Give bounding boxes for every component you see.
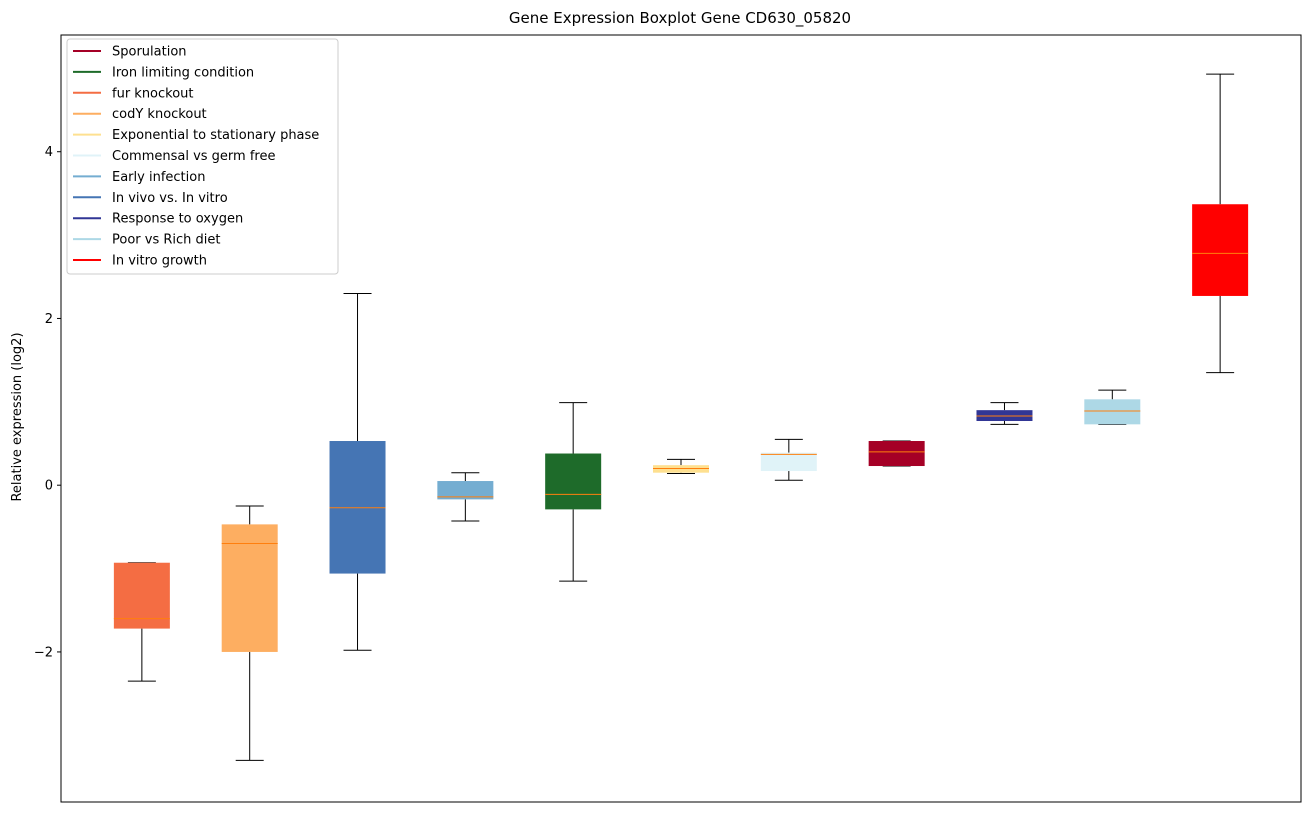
legend: Sporulation Iron limiting condition fur kn… xyxy=(66,38,339,275)
box-body xyxy=(760,452,817,472)
box-body xyxy=(545,453,602,510)
legend-label: In vivo vs. In vitro xyxy=(112,191,228,206)
box-fur-knockout xyxy=(113,562,170,682)
box-exponential-to-stationary-phase xyxy=(653,458,709,475)
y-tick-label: −2 xyxy=(34,645,53,660)
legend-label: Sporulation xyxy=(112,45,187,60)
box-body xyxy=(1192,204,1249,296)
box-response-to-oxygen xyxy=(976,402,1033,425)
box-poor-vs-rich-diet xyxy=(1084,389,1141,425)
box-commensal-vs-germ-free xyxy=(760,438,817,481)
box-body xyxy=(113,562,170,629)
y-tick-label: 2 xyxy=(45,312,53,327)
y-axis-label: Relative expression (log2) xyxy=(10,332,25,501)
y-axis-ticks: −2 0 2 4 xyxy=(34,145,61,660)
box-in-vitro-growth xyxy=(1192,73,1249,374)
y-tick-label: 0 xyxy=(45,479,53,494)
plot-area xyxy=(113,73,1249,761)
legend-label: Exponential to stationary phase xyxy=(112,128,319,143)
box-in-vivo-vs-in-vitro xyxy=(329,292,386,651)
box-sporulation xyxy=(868,440,925,467)
legend-label: Early infection xyxy=(112,170,205,185)
legend-label: Iron limiting condition xyxy=(112,65,254,80)
chart-title: Gene Expression Boxplot Gene CD630_05820 xyxy=(509,9,851,28)
box-body xyxy=(437,481,494,500)
box-body xyxy=(868,441,925,467)
legend-label: fur knockout xyxy=(112,86,194,101)
legend-frame xyxy=(66,38,339,275)
legend-label: In vitro growth xyxy=(112,254,207,269)
axes-frame xyxy=(60,34,1302,803)
legend-label: codY knockout xyxy=(112,107,207,122)
legend-label: Commensal vs germ free xyxy=(112,149,275,164)
legend-label: Poor vs Rich diet xyxy=(112,233,220,248)
box-iron-limiting-condition xyxy=(545,402,602,582)
box-early-infection xyxy=(437,472,494,522)
box-body xyxy=(221,524,278,652)
box-cody-knockout xyxy=(221,505,278,761)
legend-label: Response to oxygen xyxy=(112,212,243,227)
box-body xyxy=(1084,399,1141,425)
y-tick-label: 4 xyxy=(45,145,53,160)
